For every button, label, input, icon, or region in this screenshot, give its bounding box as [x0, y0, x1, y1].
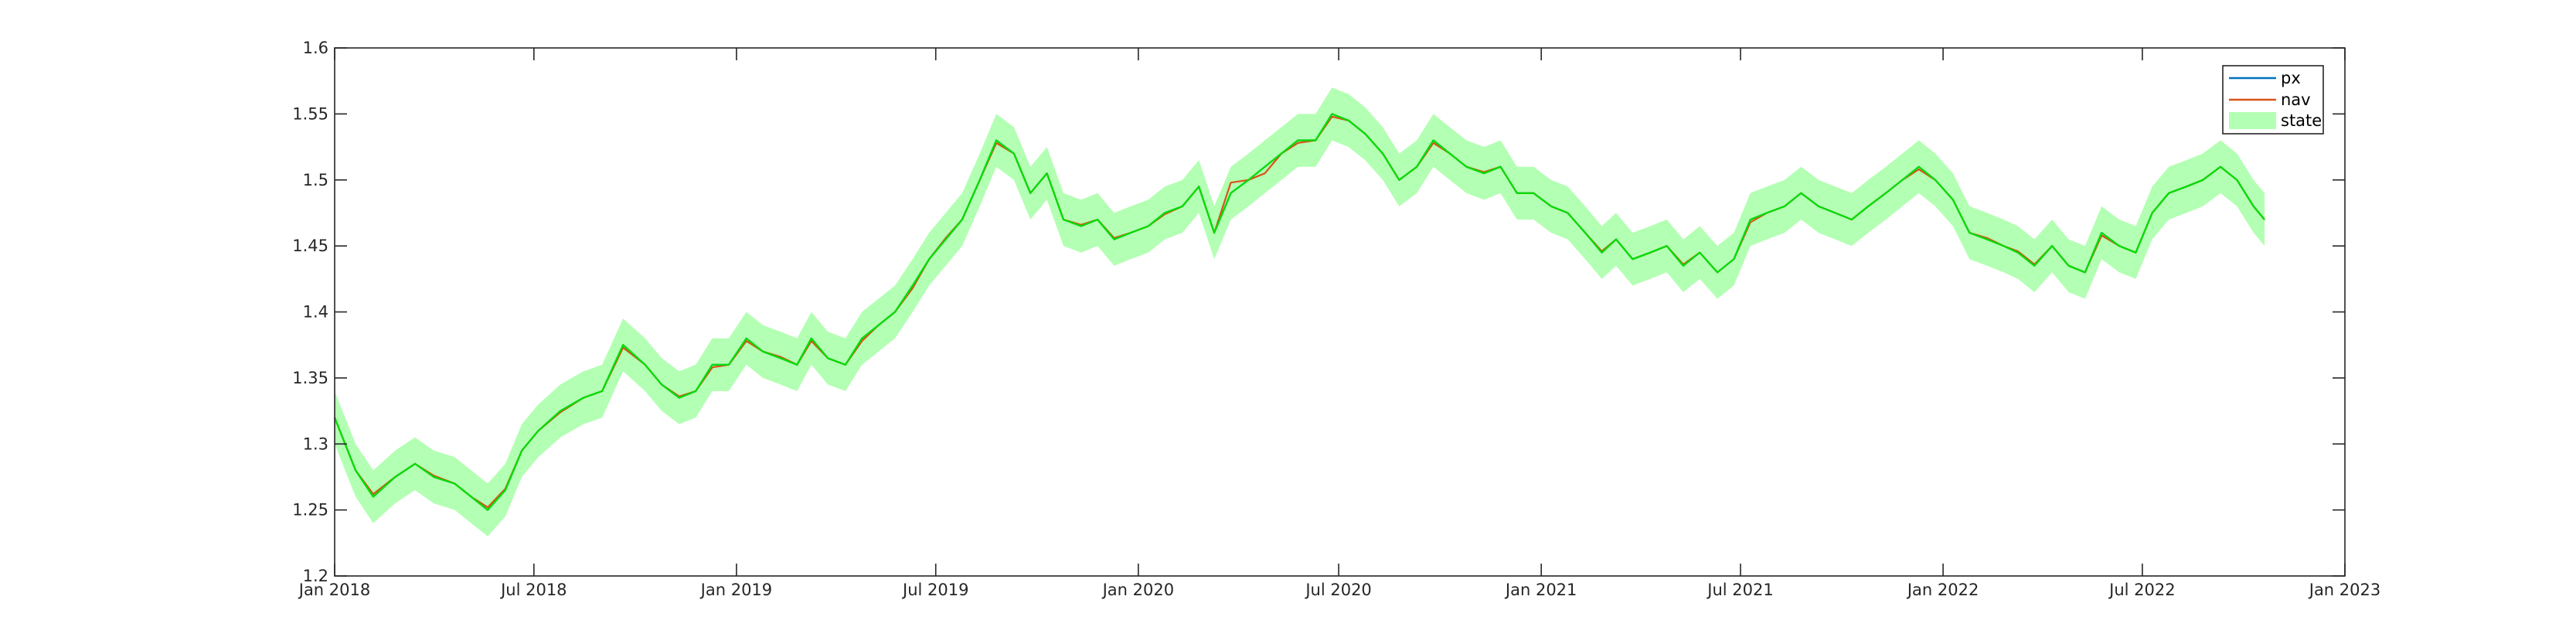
legend-label-state: state	[2281, 111, 2322, 130]
x-tick-label: Jan 2019	[699, 581, 773, 599]
x-tick-label: Jan 2021	[1504, 581, 1577, 599]
x-tick-label: Jul 2022	[2108, 581, 2175, 599]
x-tick-label: Jul 2019	[901, 581, 968, 599]
x-tick-label: Jan 2022	[1906, 581, 1979, 599]
y-tick-label: 1.4	[303, 303, 328, 322]
state-band	[335, 87, 2265, 537]
x-tick-label: Jan 2023	[2308, 581, 2381, 599]
y-axis: 1.2 1.25 1.3 1.35 1.4 1.45 1.5 1.55 1.6	[292, 39, 2345, 585]
x-tick-label: Jan 2020	[1101, 581, 1175, 599]
legend-swatch-state	[2229, 112, 2276, 129]
x-tick-label: Jul 2018	[499, 581, 567, 599]
legend-label-px: px	[2281, 69, 2301, 87]
y-tick-label: 1.6	[303, 39, 328, 57]
y-tick-label: 1.25	[292, 501, 328, 520]
legend: px nav state	[2222, 65, 2324, 135]
y-tick-label: 1.55	[292, 104, 328, 123]
series-line-layer	[333, 113, 2265, 511]
y-tick-label: 1.35	[292, 369, 328, 387]
y-tick-label: 1.45	[292, 237, 328, 255]
series-line-state	[333, 113, 2265, 511]
plot-area: 1.2 1.25 1.3 1.35 1.4 1.45 1.5 1.55 1.6 Jan 2018…	[292, 39, 2380, 599]
y-tick-label: 1.2	[303, 567, 328, 585]
x-tick-label: Jan 2018	[298, 581, 371, 599]
x-tick-label: Jul 2021	[1706, 581, 1773, 599]
y-tick-label: 1.3	[303, 434, 328, 453]
x-axis: Jan 2018 Jul 2018 Jan 2019 Jul 2019 Jan 2020…	[298, 48, 2381, 599]
x-tick-label: Jul 2020	[1304, 581, 1371, 599]
legend-label-nav: nav	[2281, 90, 2311, 109]
y-tick-label: 1.5	[303, 171, 328, 189]
state-band-layer	[335, 87, 2265, 537]
